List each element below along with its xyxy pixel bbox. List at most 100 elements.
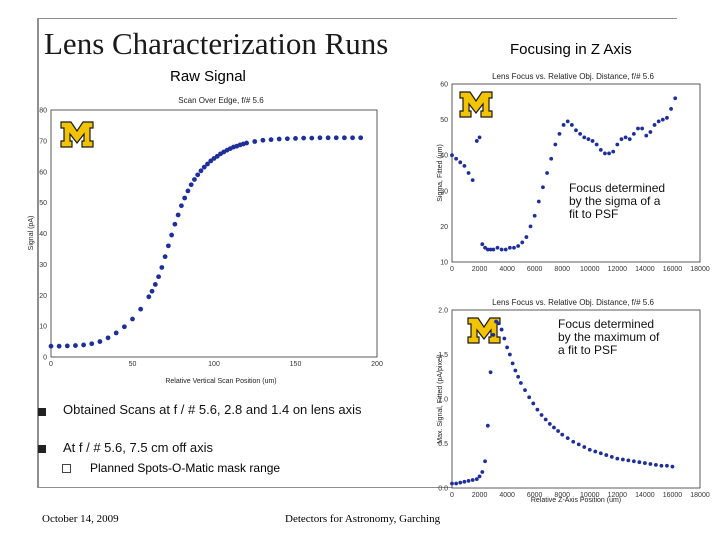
y-axis-label: Sigma, Fitted (um) <box>437 144 444 202</box>
x-axis-label: Relative Vertical Scan Position (um) <box>165 378 276 385</box>
x-tick-label: 10000 <box>580 266 600 273</box>
data-point <box>172 221 178 227</box>
data-point <box>656 119 661 124</box>
y-ticks: 0 10 20 30 40 50 60 70 80 <box>39 108 47 362</box>
data-point <box>665 463 669 468</box>
x-tick-label: 12000 <box>608 492 628 499</box>
y-tick-label: 1.0 <box>438 397 448 404</box>
data-point <box>149 288 155 294</box>
x-tick-label: 100 <box>208 361 220 368</box>
data-point <box>587 447 592 452</box>
data-point <box>569 123 574 127</box>
y-tick-label: 10 <box>440 260 448 267</box>
y-tick-label: 0.5 <box>438 441 448 448</box>
data-point <box>535 407 540 412</box>
data-point <box>654 462 658 467</box>
data-point <box>586 137 591 142</box>
data-point <box>549 156 554 161</box>
data-point <box>491 333 496 337</box>
data-point <box>293 136 298 141</box>
x-tick-label: 18000 <box>690 492 710 499</box>
data-point <box>56 343 62 349</box>
y-tick-label: 0.0 <box>438 486 448 493</box>
data-point <box>483 459 487 464</box>
data-point <box>244 140 250 146</box>
data-point <box>623 135 628 140</box>
x-tick-label: 2000 <box>472 492 488 499</box>
data-point <box>636 126 640 131</box>
data-point <box>627 137 632 142</box>
data-point <box>450 153 454 158</box>
x-ticks: 0 50 100 150 200 <box>49 361 383 368</box>
x-tick-label: 150 <box>290 361 302 368</box>
data-point <box>105 335 111 341</box>
data-point <box>325 135 331 141</box>
data-point <box>159 265 165 270</box>
data-point <box>516 244 521 248</box>
x-ticks: 0 2000 4000 6000 8000 10000 12000 14000 16000 180… <box>450 492 710 499</box>
data-point <box>485 247 490 252</box>
y-tick-label: 0 <box>43 355 47 362</box>
data-point <box>474 139 479 143</box>
data-point <box>483 245 487 250</box>
x-tick-label: 18000 <box>690 266 710 273</box>
frame-line-bottom <box>37 487 457 488</box>
data-point <box>665 115 669 120</box>
data-point <box>507 245 512 250</box>
raw-signal-label: Raw Signal <box>170 68 246 85</box>
x-tick-label: 14000 <box>635 492 655 499</box>
data-point <box>450 481 454 486</box>
sigma-focus-chart: Lens Focus vs. Relative Obj. Distance, f… <box>437 72 710 273</box>
y-ticks: 0.0 0.5 1.0 1.5 2.0 <box>438 308 448 493</box>
y-tick-label: 10 <box>39 324 47 331</box>
x-tick-label: 12000 <box>608 266 628 273</box>
y-tick-label: 30 <box>440 188 448 195</box>
data-point <box>644 133 649 138</box>
data-point <box>637 460 642 465</box>
data-point <box>619 137 624 142</box>
chart-title: Lens Focus vs. Relative Obj. Distance, f… <box>492 298 654 307</box>
data-point <box>188 182 194 188</box>
x-tick-label: 0 <box>450 492 454 499</box>
data-point <box>470 178 475 183</box>
plot-area <box>50 109 378 358</box>
y-tick-label: 20 <box>440 224 448 231</box>
sub-bullet-text: Planned Spots-O-Matic mask range <box>90 461 281 475</box>
data-point <box>669 107 673 111</box>
data-point <box>648 462 653 466</box>
x-ticks: 0 2000 4000 6000 8000 10000 12000 14000 16000 180… <box>450 266 710 273</box>
data-point <box>284 136 290 142</box>
data-point <box>195 172 201 178</box>
data-point <box>545 171 549 175</box>
data-point <box>342 135 347 141</box>
x-tick-label: 50 <box>129 361 137 368</box>
data-point <box>138 306 144 312</box>
data-point <box>477 474 482 479</box>
data-point <box>175 212 181 218</box>
y-ticks: 10 20 30 40 50 60 <box>440 82 448 267</box>
footer-date: October 14, 2009 <box>42 513 119 525</box>
data-point <box>553 142 558 147</box>
data-point <box>615 142 620 147</box>
data-point <box>524 235 529 239</box>
data-point <box>571 439 576 444</box>
data-point <box>518 381 523 385</box>
data-point <box>660 117 665 122</box>
data-point <box>536 199 541 204</box>
data-point <box>593 449 598 454</box>
data-point <box>598 451 603 456</box>
data-point <box>488 370 493 375</box>
data-point <box>547 422 552 426</box>
frame-line-vertical <box>37 18 39 488</box>
data-point <box>507 352 512 357</box>
data-point <box>488 247 493 252</box>
m-logo-icon <box>459 91 493 118</box>
data-point <box>652 123 657 127</box>
data-point <box>631 459 636 464</box>
footer-event: Detectors for Astronomy, Garching <box>285 513 441 525</box>
y-tick-label: 40 <box>39 231 47 238</box>
x-tick-label: 16000 <box>663 492 683 499</box>
data-point <box>454 156 459 161</box>
data-point <box>590 139 595 143</box>
data-point <box>552 425 556 430</box>
